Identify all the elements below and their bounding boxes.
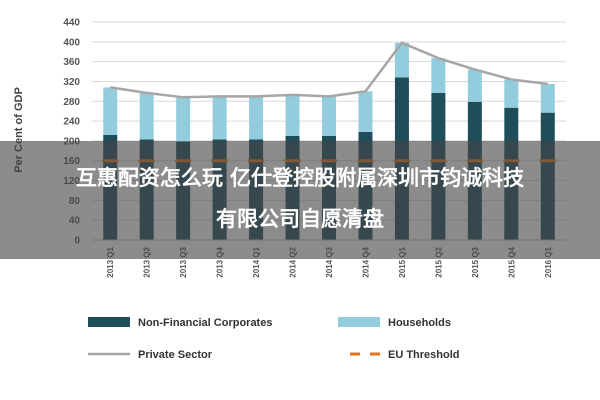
x-tick-label: 2015 Q3 xyxy=(471,246,480,277)
x-tick-label: 2015 Q4 xyxy=(507,246,516,277)
legend-label: Households xyxy=(388,317,451,329)
y-tick-label: 320 xyxy=(63,77,80,88)
legend-swatch xyxy=(88,317,130,327)
x-tick-label: 2014 Q3 xyxy=(325,246,334,277)
y-tick-label: 360 xyxy=(63,57,80,68)
y-tick-label: 280 xyxy=(63,97,80,108)
legend-label: Non-Financial Corporates xyxy=(138,317,272,329)
x-tick-label: 2014 Q2 xyxy=(289,246,298,277)
x-tick-label: 2013 Q2 xyxy=(143,246,152,277)
bar-households xyxy=(431,58,446,93)
y-tick-label: 240 xyxy=(63,117,80,128)
x-tick-label: 2015 Q2 xyxy=(434,246,443,277)
x-tick-label: 2014 Q1 xyxy=(252,246,261,277)
bar-households xyxy=(103,87,118,135)
legend: Non-Financial Corporates Households Privat… xyxy=(88,317,460,361)
bar-households xyxy=(139,92,154,140)
y-tick-label: 440 xyxy=(63,18,80,29)
legend-label: Private Sector xyxy=(138,349,213,361)
line-private-sector xyxy=(110,41,548,99)
bar-households xyxy=(504,79,519,108)
x-tick-label: 2016 Q1 xyxy=(544,246,553,277)
bar-households xyxy=(285,94,300,136)
bar-households xyxy=(212,96,227,140)
bar-households xyxy=(394,42,409,78)
overlay-band xyxy=(0,141,600,259)
overlay-headline-line1: 互惠配资怎么玩 亿仕登控股附属深圳市钧诚科技 xyxy=(75,166,525,190)
y-tick-label: 400 xyxy=(63,37,80,48)
x-tick-label: 2013 Q1 xyxy=(106,246,115,277)
bar-households xyxy=(322,96,336,136)
bar-households xyxy=(467,69,482,102)
x-tick-label: 2013 Q4 xyxy=(216,246,225,277)
legend-label: EU Threshold xyxy=(388,349,460,361)
x-tick-label: 2014 Q4 xyxy=(361,246,370,277)
bar-households xyxy=(249,96,264,140)
legend-swatch xyxy=(338,317,380,327)
overlay-headline-line2: 有限公司自愿清盘 xyxy=(216,207,384,231)
bar-households xyxy=(540,83,555,113)
bar-households xyxy=(358,91,373,132)
x-tick-label: 2013 Q3 xyxy=(179,246,188,277)
bar-households xyxy=(176,97,191,142)
x-tick-label: 2015 Q1 xyxy=(398,246,407,277)
